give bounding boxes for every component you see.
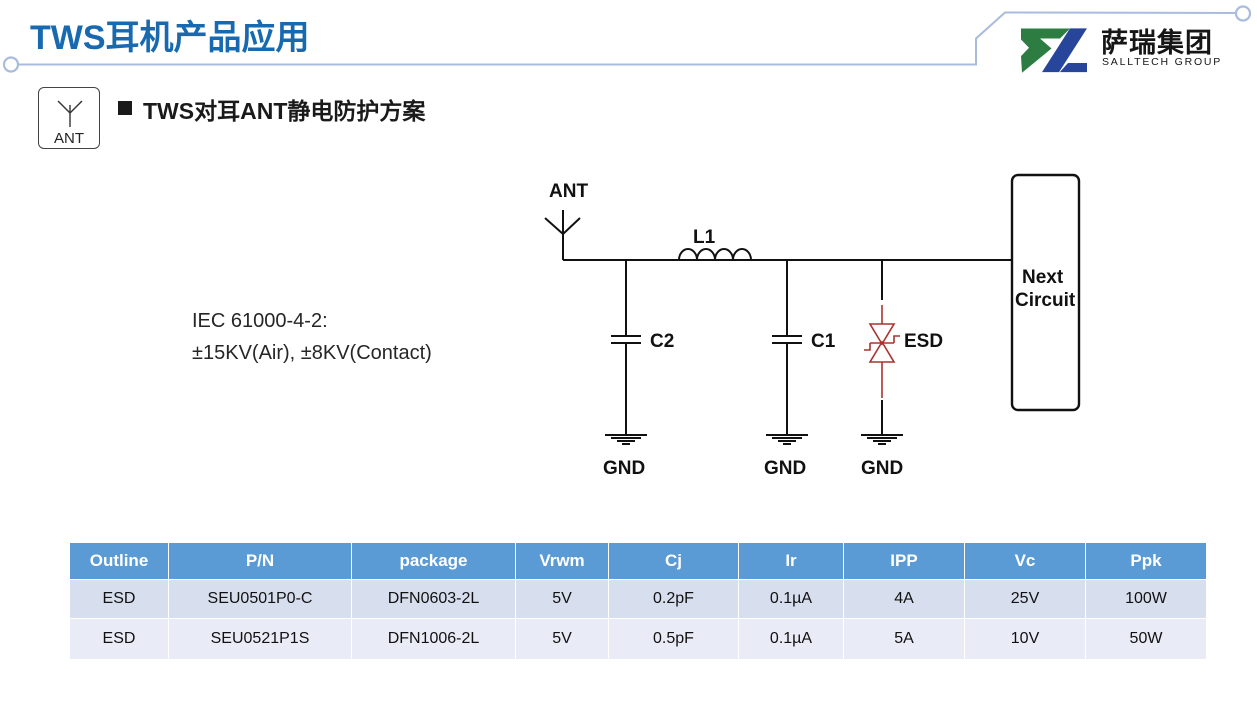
svg-text:GND: GND — [603, 458, 645, 479]
svg-text:Circuit: Circuit — [1015, 290, 1076, 311]
svg-text:GND: GND — [764, 458, 806, 479]
svg-text:ANT: ANT — [549, 181, 588, 202]
svg-text:ESD: ESD — [904, 331, 943, 352]
svg-text:Next: Next — [1022, 267, 1064, 288]
svg-text:C1: C1 — [811, 331, 836, 352]
svg-text:C2: C2 — [650, 331, 674, 352]
svg-text:L1: L1 — [693, 227, 716, 248]
svg-text:GND: GND — [861, 458, 903, 479]
